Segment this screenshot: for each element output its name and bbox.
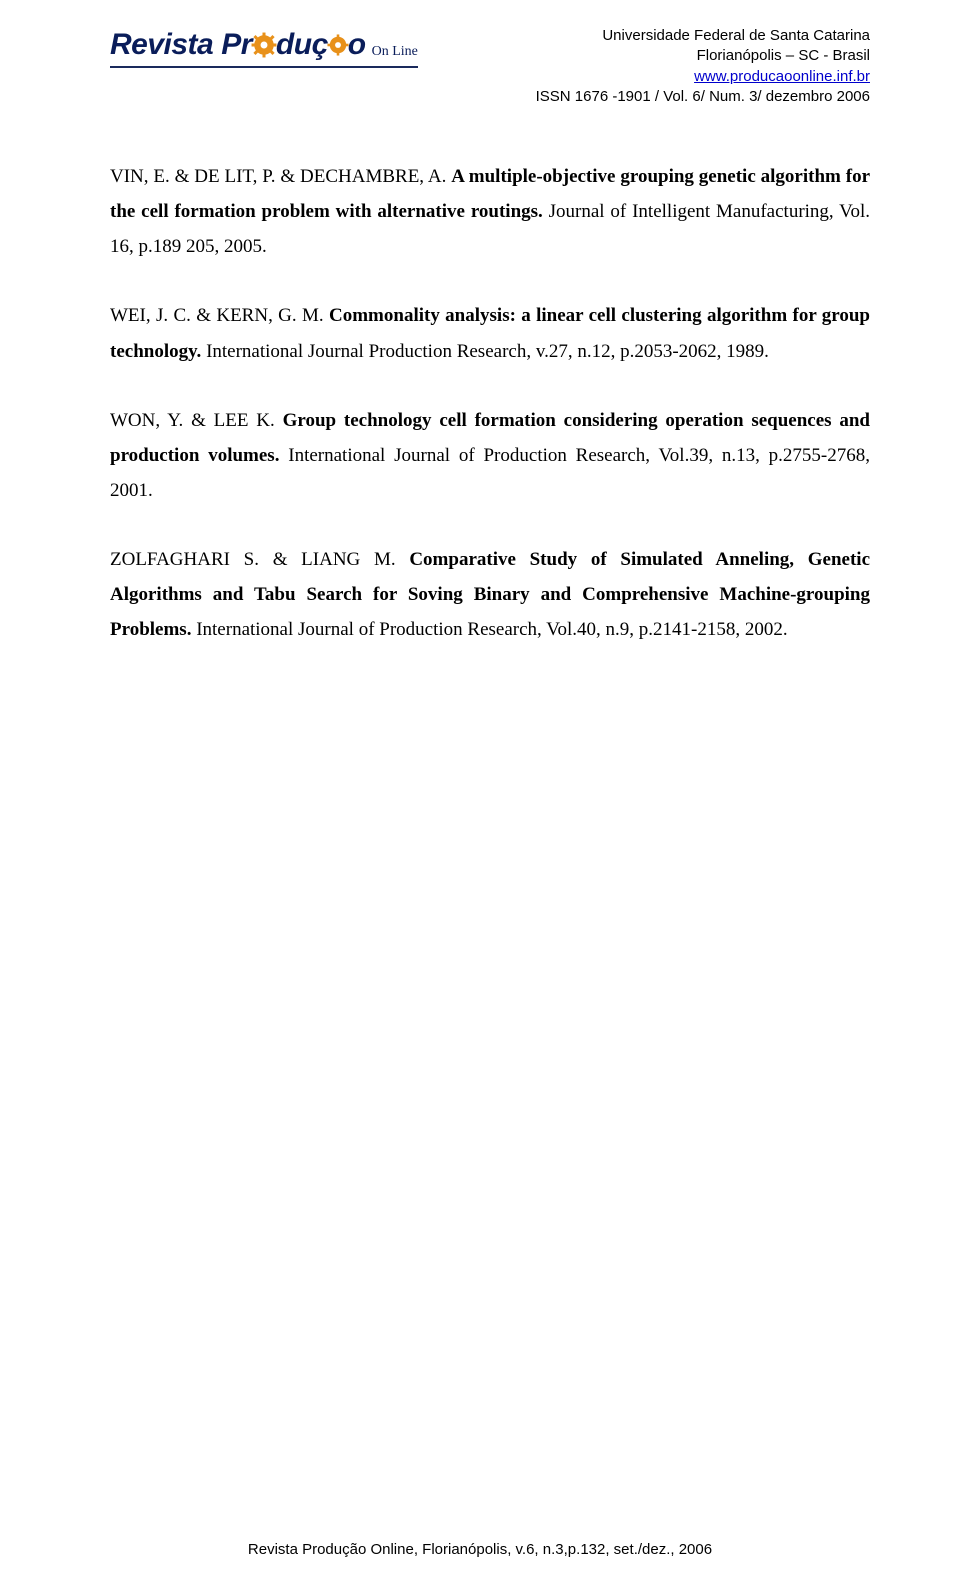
reference-item: WEI, J. C. & KERN, G. M. Commonality ana… bbox=[110, 298, 870, 368]
references-block: VIN, E. & DE LIT, P. & DECHAMBRE, A. A m… bbox=[110, 159, 870, 648]
header-url-line: www.producaoonline.inf.br bbox=[536, 67, 870, 87]
logo-subtext: On Line bbox=[372, 44, 418, 60]
header-meta: Universidade Federal de Santa Catarina F… bbox=[536, 26, 870, 107]
ref-source: International Journal of Production Rese… bbox=[191, 619, 787, 640]
page-header: Revista Pr bbox=[110, 26, 870, 107]
page: Revista Pr bbox=[0, 0, 960, 1594]
header-issn: ISSN 1676 -1901 / Vol. 6/ Num. 3/ dezemb… bbox=[536, 87, 870, 107]
logo-word-revista: Revista bbox=[110, 28, 213, 62]
logo-word-o: o bbox=[348, 28, 366, 62]
ref-authors: WON, Y. & LEE K. bbox=[110, 410, 283, 431]
page-footer: Revista Produção Online, Florianópolis, … bbox=[0, 1541, 960, 1558]
logo-word-duc: duç bbox=[276, 28, 328, 62]
footer-page-number: 132 bbox=[580, 1541, 605, 1558]
reference-item: ZOLFAGHARI S. & LIANG M. Comparative Stu… bbox=[110, 542, 870, 647]
header-uni: Universidade Federal de Santa Catarina bbox=[536, 26, 870, 46]
footer-text-a: Revista Produção Online, Florianópolis, … bbox=[248, 1541, 580, 1558]
reference-item: VIN, E. & DE LIT, P. & DECHAMBRE, A. A m… bbox=[110, 159, 870, 264]
ref-source: International Journal Production Researc… bbox=[201, 341, 769, 362]
logo-block: Revista Pr bbox=[110, 28, 418, 68]
gear-icon bbox=[251, 32, 277, 58]
logo-word-pr: Pr bbox=[221, 28, 252, 62]
ref-authors: ZOLFAGHARI S. & LIANG M. bbox=[110, 549, 409, 570]
ref-authors: WEI, J. C. & KERN, G. M. bbox=[110, 305, 329, 326]
header-city: Florianópolis – SC - Brasil bbox=[536, 46, 870, 66]
reference-item: WON, Y. & LEE K. Group technology cell f… bbox=[110, 403, 870, 508]
header-url-link[interactable]: www.producaoonline.inf.br bbox=[694, 68, 870, 85]
footer-text-b: , set./dez., 2006 bbox=[605, 1541, 712, 1558]
gear-icon bbox=[327, 34, 349, 56]
ref-authors: VIN, E. & DE LIT, P. & DECHAMBRE, A. bbox=[110, 166, 451, 187]
